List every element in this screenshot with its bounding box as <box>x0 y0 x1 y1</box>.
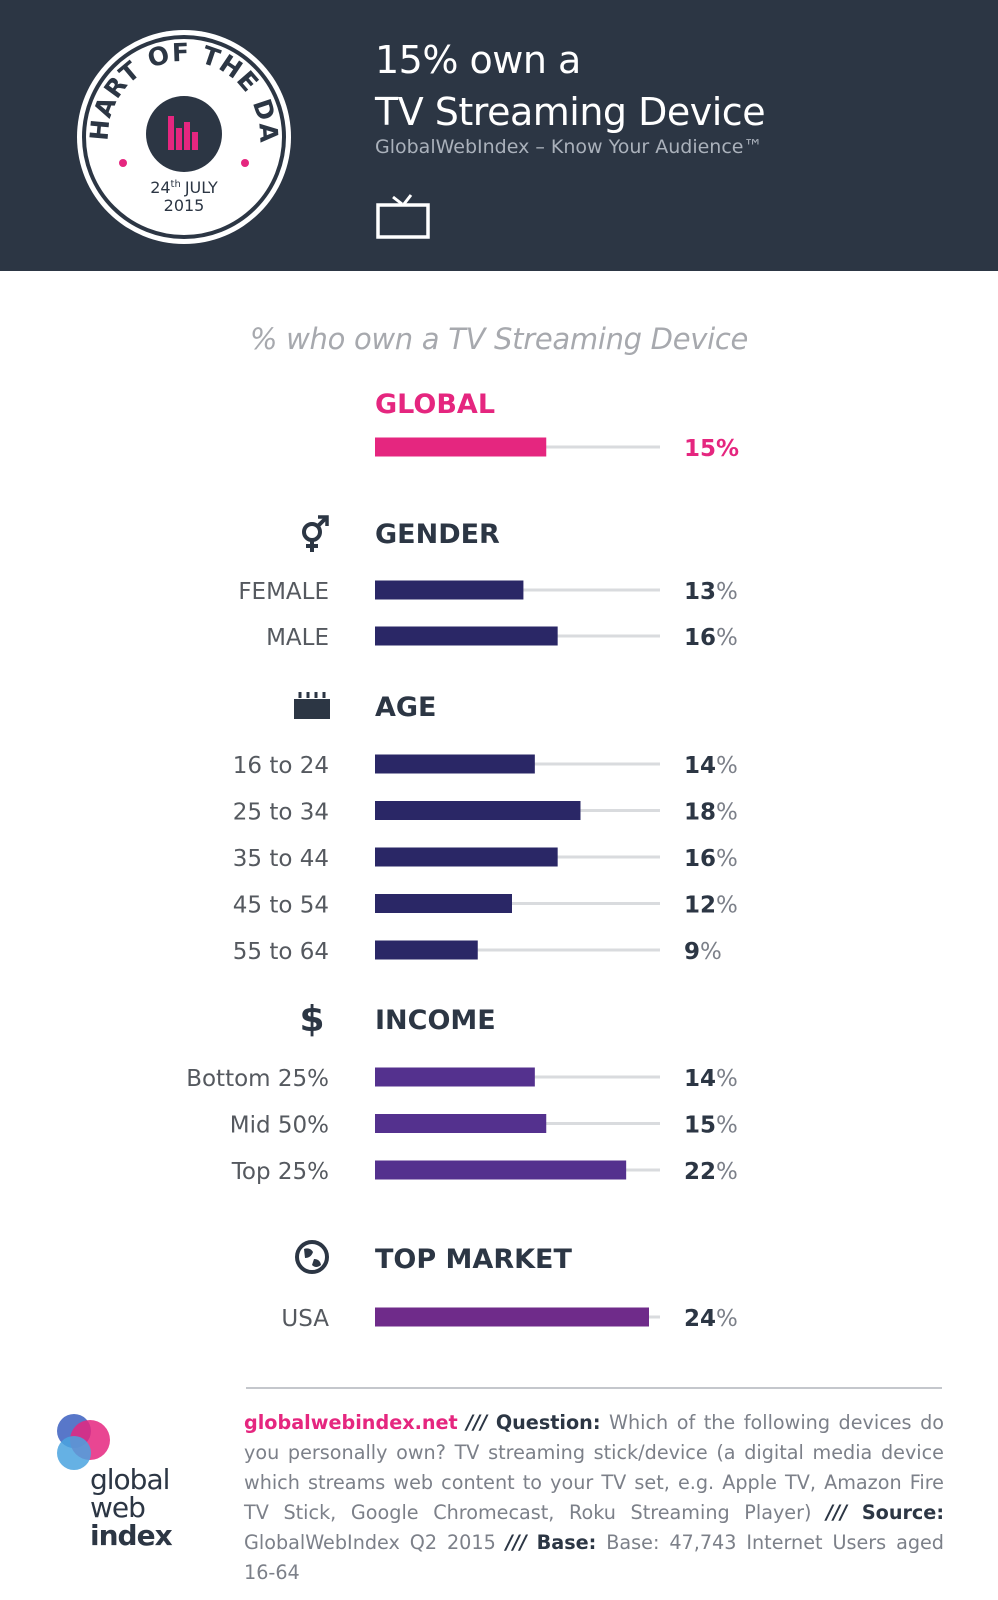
bar-age-0 <box>375 754 535 774</box>
bar-market-0 <box>375 1307 649 1327</box>
bar-chart-icon <box>168 116 198 150</box>
group-heading-age: AGE <box>375 692 437 723</box>
bar-chart: GLOBAL 15% GENDER FEMALE 13% MALE 16% AGE 16 to … <box>186 389 739 1332</box>
title-line-2: TV Streaming Device <box>375 90 766 134</box>
tv-icon <box>376 194 430 239</box>
bar-label: Bottom 25% <box>186 1066 329 1092</box>
question-text: Which of the following devices do you pe… <box>244 1411 944 1524</box>
bar-income-1 <box>375 1114 547 1133</box>
value-label: 9% <box>684 939 722 965</box>
base-text: Base: 47,743 Internet Users aged 16-64 <box>244 1531 944 1584</box>
bar-label: 16 to 24 <box>233 753 329 779</box>
bar-label: Top 25% <box>231 1159 329 1185</box>
bar-income-2 <box>375 1160 627 1180</box>
value-label: 24% <box>684 1306 738 1332</box>
dollar-icon: $ <box>299 999 324 1040</box>
value-label: 22% <box>684 1159 738 1185</box>
value-label: 18% <box>684 800 738 826</box>
bar-label: 45 to 54 <box>233 893 329 919</box>
bar-age-1 <box>375 801 581 820</box>
gwi-logo-text: global web index <box>90 1463 173 1552</box>
bar-age-2 <box>375 847 558 867</box>
value-label: 15% <box>684 1113 738 1139</box>
gender-icon <box>302 515 329 552</box>
group-heading-income: INCOME <box>375 1005 496 1036</box>
badge-date: 24th JULY <box>150 178 218 197</box>
group-heading-gender: GENDER <box>375 519 500 550</box>
globe-icon <box>295 1240 329 1274</box>
site-link[interactable]: globalwebindex.net <box>244 1411 458 1434</box>
bar-label: 55 to 64 <box>233 939 329 965</box>
value-label: 15% <box>684 436 739 462</box>
group-heading-market: TOP MARKET <box>375 1244 572 1275</box>
svg-text:$: $ <box>299 999 324 1040</box>
bar-track <box>375 948 660 952</box>
value-label: 14% <box>684 1066 738 1092</box>
chart-title: % who own a TV Streaming Device <box>249 322 749 356</box>
bar-label: FEMALE <box>238 579 329 605</box>
value-label: 14% <box>684 753 738 779</box>
bar-label: USA <box>281 1306 329 1332</box>
footer-divider <box>246 1387 942 1389</box>
bar-income-0 <box>375 1067 535 1087</box>
gwi-logo-icon <box>57 1414 110 1470</box>
age-icon <box>294 692 330 719</box>
value-label: 16% <box>684 625 738 651</box>
source-text: GlobalWebIndex Q2 2015 <box>244 1531 496 1554</box>
bar-label: Mid 50% <box>230 1113 329 1139</box>
bar-label: 35 to 44 <box>233 846 329 872</box>
value-label: 12% <box>684 893 738 919</box>
bar-track <box>375 902 660 905</box>
page-title: 15% own a TV Streaming Device <box>375 34 766 138</box>
bar-gender-1 <box>375 626 558 646</box>
bar-label: MALE <box>266 625 329 651</box>
bar-age-4 <box>375 940 478 960</box>
value-label: 16% <box>684 846 738 872</box>
bar-global-0 <box>375 437 547 457</box>
group-heading-global: GLOBAL <box>375 389 495 420</box>
bar-label: 25 to 34 <box>233 800 329 826</box>
value-label: 13% <box>684 579 738 605</box>
badge-year: 2015 <box>164 196 205 215</box>
subtitle: GlobalWebIndex – Know Your Audience™ <box>375 136 763 158</box>
footnote: globalwebindex.net /// Question: Which o… <box>244 1411 944 1584</box>
bar-gender-0 <box>375 580 524 600</box>
title-line-1: 15% own a <box>375 38 581 82</box>
bar-age-3 <box>375 894 512 913</box>
